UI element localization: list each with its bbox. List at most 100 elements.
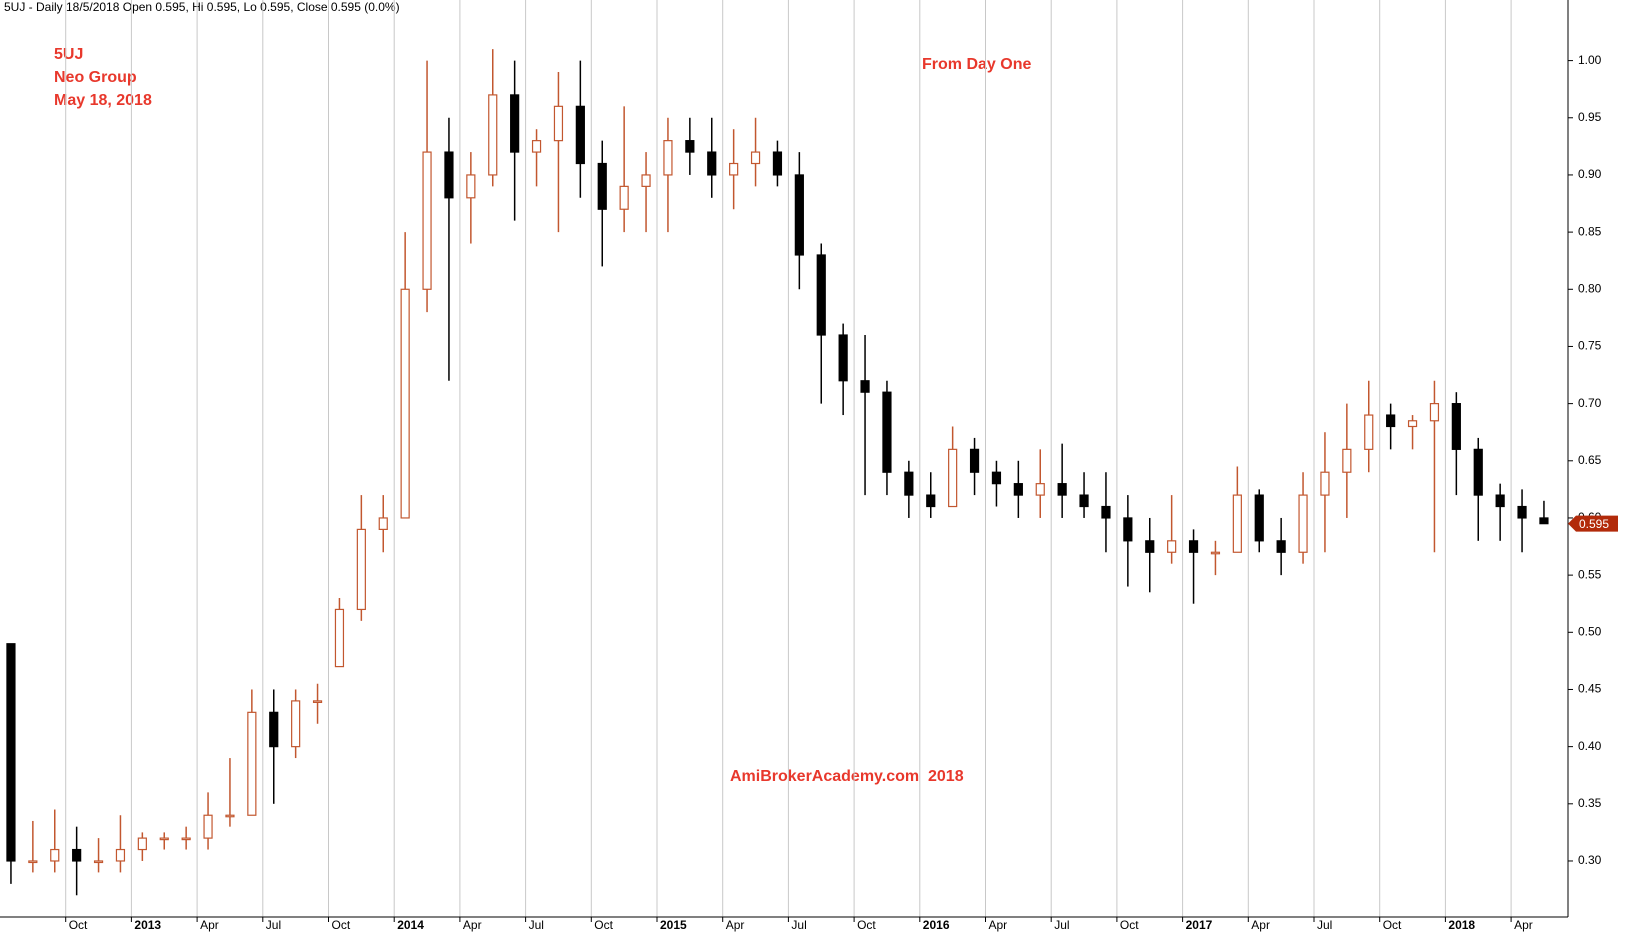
candle-body bbox=[1451, 403, 1461, 450]
x-tick-label: 2016 bbox=[923, 918, 950, 932]
candle-body bbox=[553, 105, 564, 142]
candle-body bbox=[225, 814, 235, 818]
x-tick-label: Oct bbox=[332, 918, 351, 932]
y-tick-label: 0.30 bbox=[1578, 853, 1602, 867]
y-tick-label: 0.55 bbox=[1578, 567, 1602, 581]
candle-body bbox=[816, 254, 826, 336]
candle-body bbox=[1188, 540, 1199, 553]
candle-body bbox=[1101, 505, 1111, 519]
y-tick-label: 0.95 bbox=[1578, 110, 1602, 124]
candle-body bbox=[181, 837, 191, 841]
candle-body bbox=[729, 162, 739, 176]
x-tick-label: 2013 bbox=[134, 918, 161, 932]
candle-body bbox=[948, 448, 958, 508]
candle-body bbox=[1057, 483, 1067, 496]
y-tick-label: 0.85 bbox=[1578, 224, 1602, 238]
candle-body bbox=[663, 140, 673, 176]
candle-body bbox=[6, 643, 16, 862]
candle-body bbox=[159, 837, 169, 841]
candle-body bbox=[1364, 414, 1374, 450]
candle-body bbox=[838, 334, 848, 382]
x-tick-label: Oct bbox=[594, 918, 613, 932]
candle-body bbox=[291, 700, 301, 748]
candle-body bbox=[269, 711, 279, 748]
candle-body bbox=[400, 288, 410, 519]
x-tick-label: Jul bbox=[791, 918, 806, 932]
candle-body bbox=[50, 848, 60, 862]
candle-body bbox=[510, 94, 520, 153]
candle-body bbox=[531, 140, 542, 153]
x-tick-label: Apr bbox=[1251, 918, 1270, 932]
candle-body bbox=[1210, 551, 1221, 555]
y-tick-label: 0.45 bbox=[1578, 682, 1602, 696]
x-tick-label: Oct bbox=[1120, 918, 1139, 932]
candle-body bbox=[1517, 505, 1527, 519]
candle-body bbox=[794, 174, 804, 256]
candle-body bbox=[1079, 494, 1089, 508]
candle-body bbox=[1386, 414, 1396, 428]
candle-body bbox=[378, 517, 388, 530]
candle-body bbox=[685, 140, 695, 153]
x-tick-label: Oct bbox=[69, 918, 88, 932]
candle-body bbox=[991, 471, 1002, 485]
candle-body bbox=[1145, 540, 1155, 553]
candle-body bbox=[707, 151, 717, 176]
candle-body bbox=[203, 814, 213, 839]
y-tick-label: 0.65 bbox=[1578, 453, 1602, 467]
x-tick-label: Jul bbox=[1317, 918, 1332, 932]
candle-body bbox=[619, 185, 629, 210]
candle-body bbox=[1123, 517, 1133, 542]
candle-body bbox=[882, 391, 892, 473]
annotation: Neo Group bbox=[54, 69, 137, 86]
x-tick-label: Apr bbox=[463, 918, 482, 932]
candle-body bbox=[488, 94, 498, 176]
candle-body bbox=[466, 174, 476, 199]
candle-body bbox=[1320, 471, 1330, 496]
x-tick-label: 2018 bbox=[1448, 918, 1475, 932]
chart-title: 5UJ - Daily 18/5/2018 Open 0.595, Hi 0.5… bbox=[4, 0, 400, 14]
candle-body bbox=[1473, 448, 1483, 496]
candle-body bbox=[750, 151, 761, 165]
candle-body bbox=[247, 711, 257, 816]
candle-body bbox=[444, 151, 454, 199]
candle-body bbox=[1342, 448, 1352, 473]
candle-body bbox=[1429, 403, 1440, 422]
annotation: AmiBrokerAcademy.com 2018 bbox=[730, 768, 964, 785]
y-tick-label: 0.70 bbox=[1578, 396, 1602, 410]
candle-body bbox=[1539, 517, 1549, 525]
last-price-label: 0.595 bbox=[1579, 517, 1609, 531]
annotation: From Day One bbox=[922, 56, 1031, 73]
candle-body bbox=[904, 471, 914, 496]
x-tick-label: Oct bbox=[857, 918, 876, 932]
candle-body bbox=[1495, 494, 1505, 508]
candle-body bbox=[28, 860, 38, 864]
candle-body bbox=[1232, 494, 1242, 553]
candle-body bbox=[926, 494, 936, 508]
annotation: May 18, 2018 bbox=[54, 92, 152, 109]
candle-body bbox=[115, 848, 126, 862]
x-tick-label: Apr bbox=[726, 918, 745, 932]
candle-body bbox=[137, 837, 147, 851]
candle-body bbox=[312, 700, 323, 703]
candle-body bbox=[1407, 420, 1418, 428]
y-tick-label: 0.90 bbox=[1578, 167, 1602, 181]
x-tick-label: Jul bbox=[266, 918, 281, 932]
candle-body bbox=[422, 151, 432, 290]
candle-body bbox=[93, 860, 104, 864]
x-tick-label: Jul bbox=[1054, 918, 1069, 932]
y-tick-label: 0.80 bbox=[1578, 281, 1602, 295]
candle-body bbox=[641, 174, 651, 187]
x-tick-label: Oct bbox=[1383, 918, 1402, 932]
x-tick-label: 2015 bbox=[660, 918, 687, 932]
x-tick-label: Apr bbox=[1514, 918, 1533, 932]
last-price-box bbox=[1568, 515, 1618, 532]
candle-body bbox=[72, 848, 82, 862]
candle-body bbox=[575, 105, 585, 165]
candle-body bbox=[334, 608, 345, 668]
x-tick-label: Jul bbox=[529, 918, 544, 932]
candle-body bbox=[772, 151, 783, 176]
x-tick-label: 2017 bbox=[1186, 918, 1213, 932]
candle-body bbox=[1276, 540, 1286, 553]
